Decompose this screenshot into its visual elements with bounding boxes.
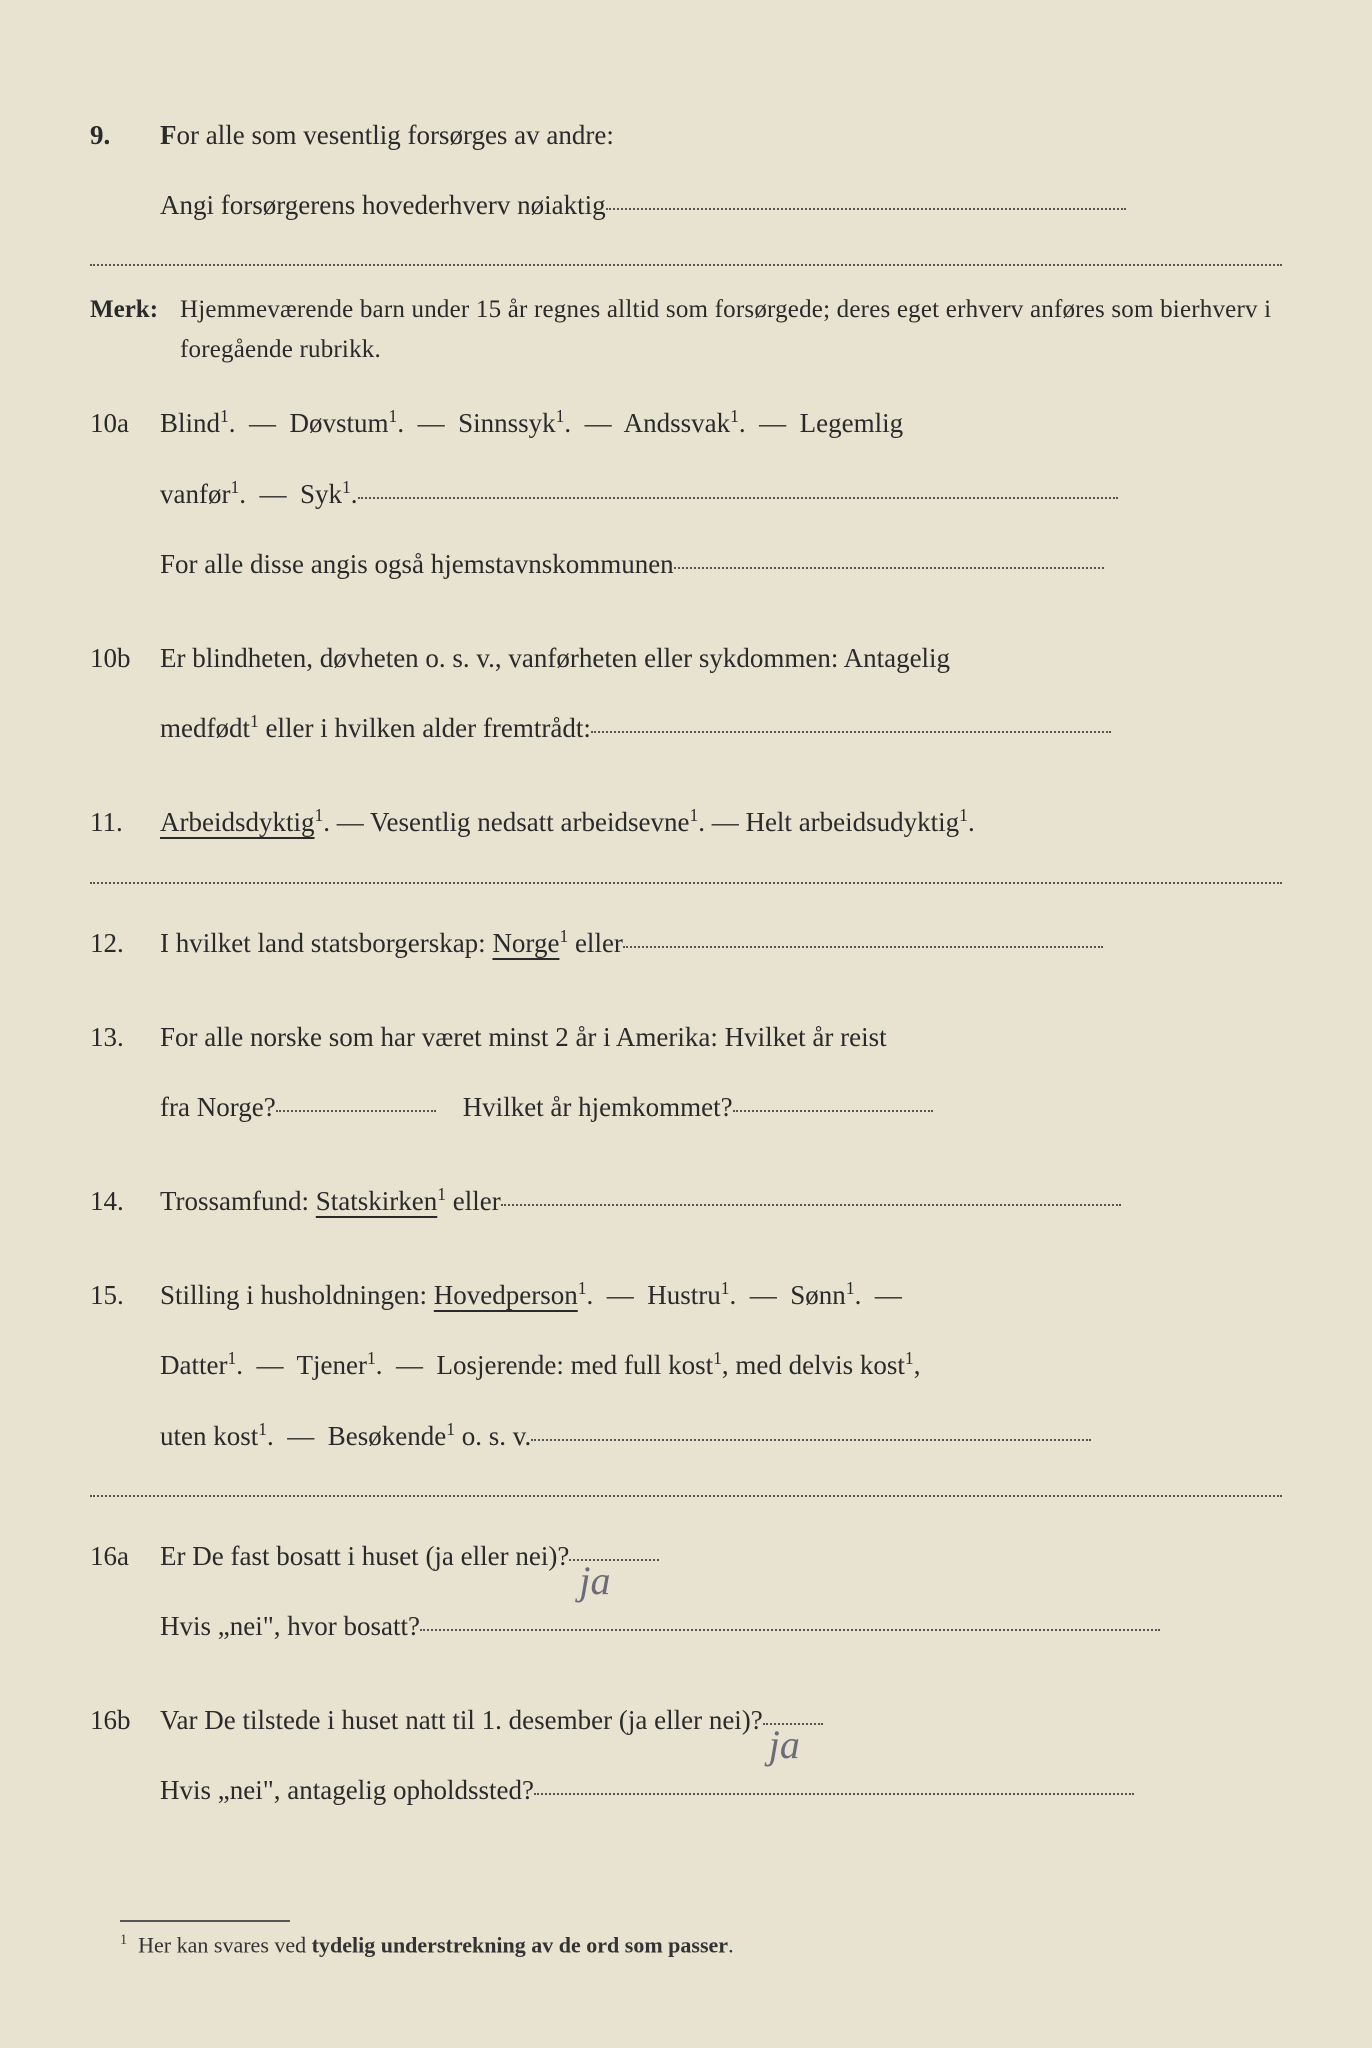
fill-line xyxy=(591,731,1111,733)
fill-line xyxy=(276,1110,436,1112)
fill-line xyxy=(531,1439,1091,1441)
q9-body: For alle som vesentlig forsørges av andr… xyxy=(160,100,1282,240)
merk-text: Hjemmeværende barn under 15 år regnes al… xyxy=(180,290,1282,370)
question-13: 13. For alle norske som har været minst … xyxy=(90,1002,1282,1142)
q9-line2: Angi forsørgerens hovederhverv nøiaktig xyxy=(160,170,1282,240)
q13-line1: For alle norske som har været minst 2 år… xyxy=(160,1002,1282,1072)
merk-label: Merk: xyxy=(90,290,180,370)
fill-line xyxy=(623,946,1103,948)
question-10a: 10a Blind1. — Døvstum1. — Sinnssyk1. — A… xyxy=(90,388,1282,599)
handwritten-answer: ja xyxy=(769,1693,800,1797)
q14-body: Trossamfund: Statskirken1 eller xyxy=(160,1166,1282,1236)
question-10b: 10b Er blindheten, døvheten o. s. v., va… xyxy=(90,623,1282,763)
q10b-line2: medfødt1 eller i hvilken alder fremtrådt… xyxy=(160,693,1282,763)
q13-body: For alle norske som har været minst 2 år… xyxy=(160,1002,1282,1142)
question-12: 12. I hvilket land statsborgerskap: Norg… xyxy=(90,908,1282,978)
q9-line1: For alle som vesentlig forsørges av andr… xyxy=(160,100,1282,170)
q10b-number: 10b xyxy=(90,623,160,763)
q12-number: 12. xyxy=(90,908,160,978)
q10b-body: Er blindheten, døvheten o. s. v., vanfør… xyxy=(160,623,1282,763)
q10a-line2: vanfør1. — Syk1. xyxy=(160,459,1282,529)
footnote: 1 Her kan svares ved tydelig understrekn… xyxy=(120,1920,734,1958)
q11-number: 11. xyxy=(90,787,160,857)
q15-line1: Stilling i husholdningen: Hovedperson1. … xyxy=(160,1260,1282,1330)
q16b-line1: Var De tilstede i huset natt til 1. dese… xyxy=(160,1685,1282,1755)
q12-body: I hvilket land statsborgerskap: Norge1 e… xyxy=(160,908,1282,978)
q16b-line2: Hvis „nei", antagelig opholdssted? xyxy=(160,1755,1282,1825)
footnote-rule xyxy=(120,1920,290,1922)
q10a-body: Blind1. — Døvstum1. — Sinnssyk1. — Andss… xyxy=(160,388,1282,599)
fill-line xyxy=(358,497,1118,499)
q9-number: 9. xyxy=(90,100,160,240)
fill-line: ja xyxy=(569,1559,659,1561)
fill-line xyxy=(733,1110,933,1112)
q15-body: Stilling i husholdningen: Hovedperson1. … xyxy=(160,1260,1282,1471)
question-14: 14. Trossamfund: Statskirken1 eller xyxy=(90,1166,1282,1236)
q15-line3: uten kost1. — Besøkende1 o. s. v. xyxy=(160,1401,1282,1471)
q15-number: 15. xyxy=(90,1260,160,1471)
divider xyxy=(90,882,1282,884)
q16a-body: Er De fast bosatt i huset (ja eller nei)… xyxy=(160,1521,1282,1661)
merk-note: Merk: Hjemmeværende barn under 15 år reg… xyxy=(90,290,1282,370)
fill-line xyxy=(606,208,1126,210)
q13-line2: fra Norge? Hvilket år hjemkommet? xyxy=(160,1072,1282,1142)
question-16b: 16b Var De tilstede i huset natt til 1. … xyxy=(90,1685,1282,1825)
fill-line xyxy=(501,1204,1121,1206)
fill-line xyxy=(674,567,1104,569)
question-9: 9. For alle som vesentlig forsørges av a… xyxy=(90,100,1282,240)
q14-number: 14. xyxy=(90,1166,160,1236)
q15-line2: Datter1. — Tjener1. — Losjerende: med fu… xyxy=(160,1330,1282,1400)
question-15: 15. Stilling i husholdningen: Hovedperso… xyxy=(90,1260,1282,1471)
q10a-line3: For alle disse angis også hjemstavnskomm… xyxy=(160,529,1282,599)
q16b-number: 16b xyxy=(90,1685,160,1825)
question-16a: 16a Er De fast bosatt i huset (ja eller … xyxy=(90,1521,1282,1661)
q13-number: 13. xyxy=(90,1002,160,1142)
q16a-line1: Er De fast bosatt i huset (ja eller nei)… xyxy=(160,1521,1282,1591)
q16a-number: 16a xyxy=(90,1521,160,1661)
question-11: 11. Arbeidsdyktig1. — Vesentlig nedsatt … xyxy=(90,787,1282,857)
divider xyxy=(90,1495,1282,1497)
divider xyxy=(90,264,1282,266)
q16b-body: Var De tilstede i huset natt til 1. dese… xyxy=(160,1685,1282,1825)
handwritten-answer: ja xyxy=(579,1529,610,1633)
q10a-line1: Blind1. — Døvstum1. — Sinnssyk1. — Andss… xyxy=(160,388,1282,458)
fill-line xyxy=(420,1629,1160,1631)
q11-body: Arbeidsdyktig1. — Vesentlig nedsatt arbe… xyxy=(160,787,1282,857)
q10a-number: 10a xyxy=(90,388,160,599)
footnote-marker: 1 xyxy=(120,1932,127,1948)
fill-line: ja xyxy=(763,1723,823,1725)
q10b-line1: Er blindheten, døvheten o. s. v., vanfør… xyxy=(160,623,1282,693)
q16a-line2: Hvis „nei", hvor bosatt? xyxy=(160,1591,1282,1661)
fill-line xyxy=(534,1793,1134,1795)
